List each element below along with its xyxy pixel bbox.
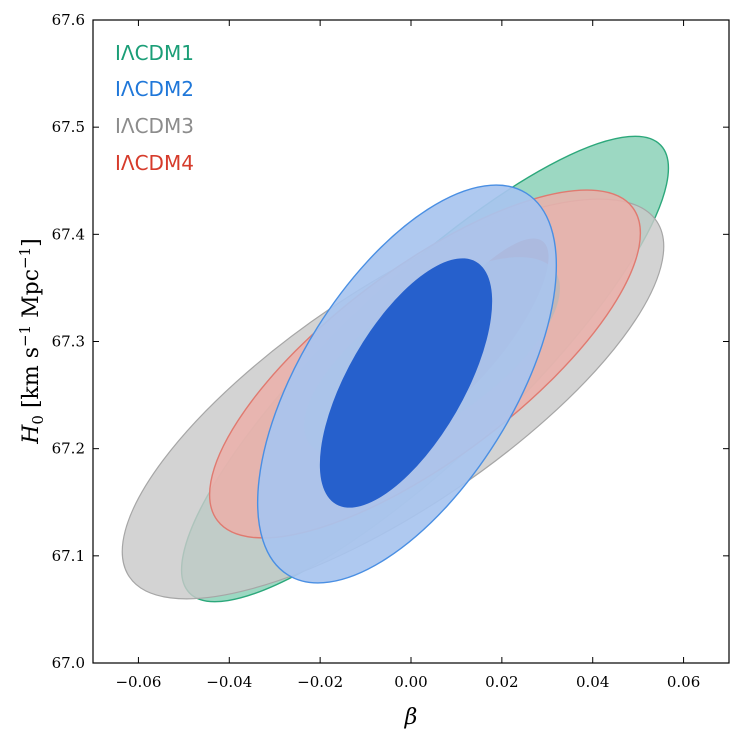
x-tick-label: 0.00 xyxy=(394,673,427,691)
legend: IΛCDM1 IΛCDM2 IΛCDM3 IΛCDM4 xyxy=(115,41,194,175)
legend-entry-ilcdm3: IΛCDM3 xyxy=(115,114,194,138)
y-tick-label: 67.0 xyxy=(52,654,85,672)
y-tick-label: 67.6 xyxy=(52,11,85,29)
y-tick-label: 67.5 xyxy=(52,118,85,136)
y-tick-label: 67.4 xyxy=(52,225,85,243)
x-tick-label: −0.06 xyxy=(115,673,161,691)
legend-entry-ilcdm1: IΛCDM1 xyxy=(115,41,194,65)
x-tick-label: 0.06 xyxy=(667,673,700,691)
x-tick-label: 0.02 xyxy=(485,673,518,691)
y-tick-label: 67.1 xyxy=(52,547,85,565)
contour-layer xyxy=(121,135,670,603)
y-tick-label: 67.3 xyxy=(52,333,85,351)
contour-ilcdm2-1sigma xyxy=(319,258,493,508)
x-tick-label: 0.04 xyxy=(576,673,609,691)
x-tick-label: −0.04 xyxy=(206,673,252,691)
x-tick-label: −0.02 xyxy=(297,673,343,691)
x-axis-label: β xyxy=(404,705,418,730)
axis-ticks: −0.06 −0.04 −0.02 0.00 0.02 0.04 0.06 67.0 67.1 6… xyxy=(52,11,729,691)
legend-entry-ilcdm4: IΛCDM4 xyxy=(115,151,194,175)
y-axis-label: H0 [km s−1 Mpc−1] xyxy=(16,238,47,445)
legend-entry-ilcdm2: IΛCDM2 xyxy=(115,77,194,101)
y-tick-label: 67.2 xyxy=(52,440,85,458)
